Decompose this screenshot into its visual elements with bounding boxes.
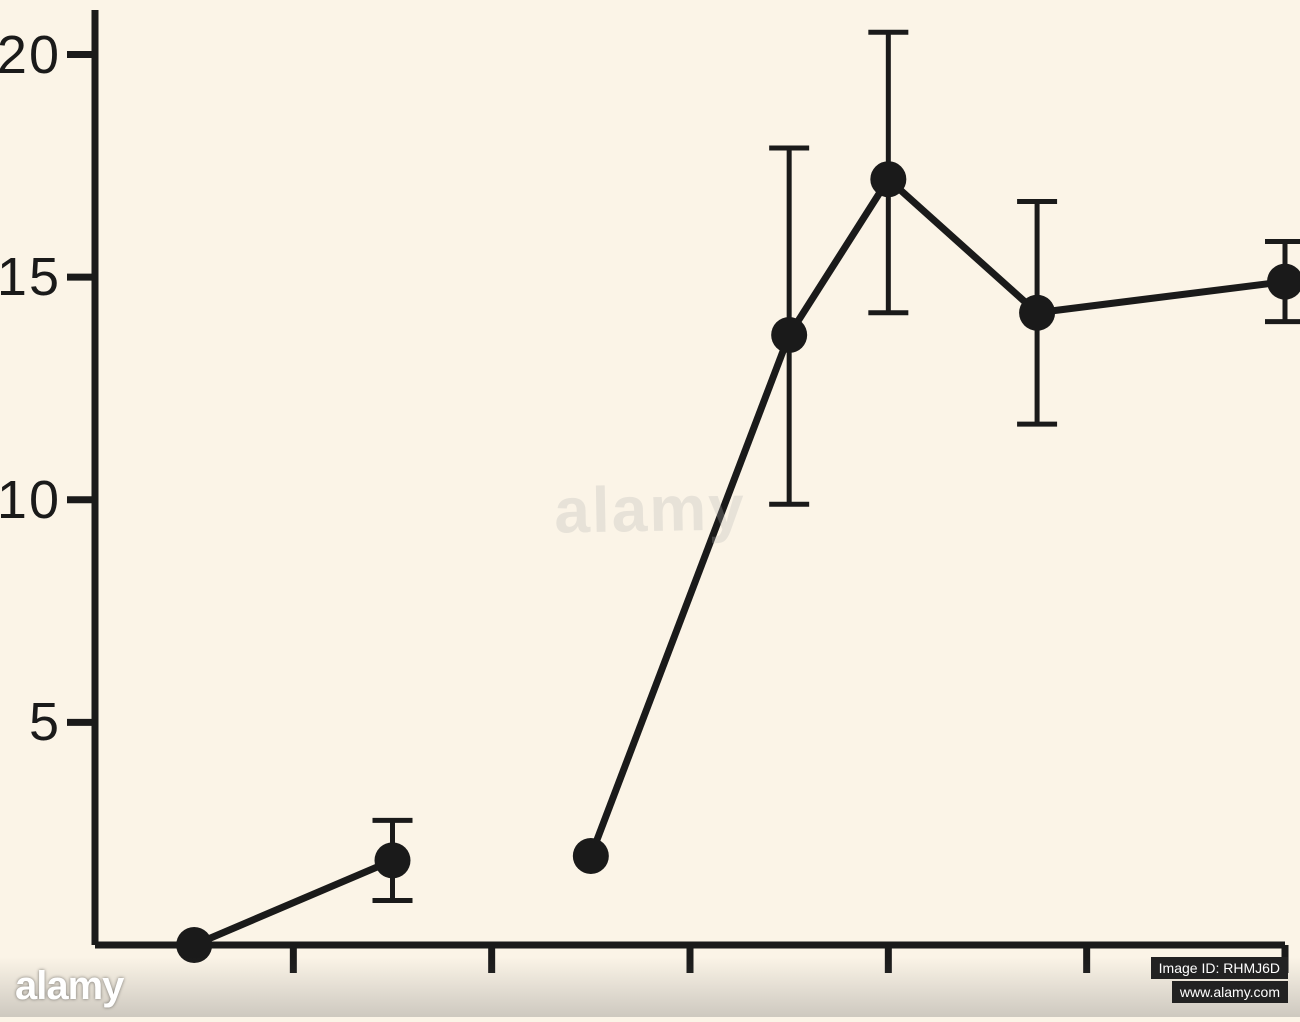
watermark-image-id: Image ID: RHMJ6D xyxy=(1151,957,1288,979)
watermark-logo: alamy xyxy=(15,964,123,1009)
y-tick-label: 15 xyxy=(0,246,61,308)
y-tick-label: 20 xyxy=(0,24,61,86)
y-tick-label: 10 xyxy=(0,469,61,531)
y-tick-label: 5 xyxy=(29,691,61,753)
line-chart xyxy=(0,0,1300,1017)
watermark-bar xyxy=(0,957,1300,1017)
chart-container: alamy alamy Image ID: RHMJ6D www.alamy.c… xyxy=(0,0,1300,1017)
watermark-url: www.alamy.com xyxy=(1172,981,1288,1003)
